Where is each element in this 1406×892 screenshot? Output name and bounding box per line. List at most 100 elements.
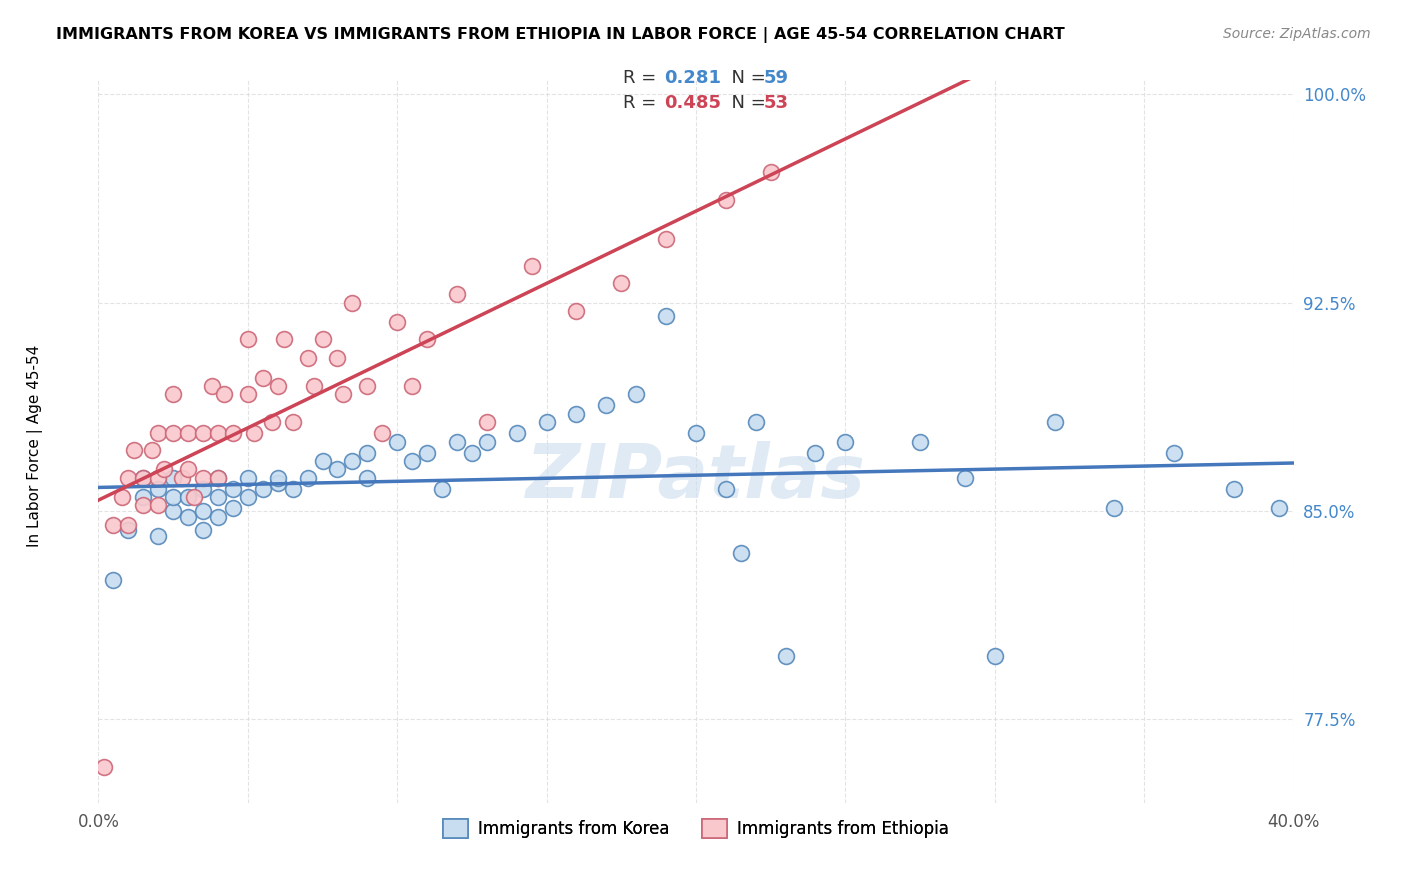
Point xyxy=(177,426,200,441)
Point xyxy=(153,462,176,476)
Point xyxy=(356,379,378,393)
Point xyxy=(273,332,295,346)
Point xyxy=(475,434,498,449)
Point xyxy=(475,415,498,429)
Point xyxy=(222,501,245,516)
Point xyxy=(132,499,155,513)
Point xyxy=(212,387,235,401)
Point xyxy=(565,407,588,421)
Point xyxy=(222,482,245,496)
Text: R =: R = xyxy=(623,69,662,87)
Point xyxy=(148,482,170,496)
Point xyxy=(148,499,170,513)
Point xyxy=(103,517,125,532)
Point xyxy=(297,470,319,484)
Point xyxy=(311,454,333,468)
Point xyxy=(260,415,283,429)
Point xyxy=(148,529,170,543)
Point xyxy=(446,434,468,449)
Point xyxy=(172,470,194,484)
Point xyxy=(595,398,617,412)
Point xyxy=(1267,501,1289,516)
Point xyxy=(610,276,633,290)
Point xyxy=(775,648,797,663)
Point xyxy=(103,574,125,588)
Point xyxy=(177,490,200,504)
Point xyxy=(132,490,155,504)
Text: 53: 53 xyxy=(763,94,789,112)
Point xyxy=(222,426,245,441)
Point xyxy=(685,426,707,441)
Text: ZIPatlas: ZIPatlas xyxy=(526,442,866,514)
Point xyxy=(162,387,184,401)
Point xyxy=(148,470,170,484)
Point xyxy=(252,482,274,496)
Point xyxy=(655,310,678,324)
Point xyxy=(236,387,259,401)
Legend: Immigrants from Korea, Immigrants from Ethiopia: Immigrants from Korea, Immigrants from E… xyxy=(436,813,956,845)
Point xyxy=(401,379,423,393)
Point xyxy=(1043,415,1066,429)
Point xyxy=(385,315,409,329)
Text: N =: N = xyxy=(720,69,772,87)
Point xyxy=(297,351,319,366)
Point xyxy=(141,442,163,457)
Point xyxy=(984,648,1007,663)
Point xyxy=(626,387,648,401)
Point xyxy=(416,332,439,346)
Point xyxy=(385,434,409,449)
Text: In Labor Force | Age 45-54: In Labor Force | Age 45-54 xyxy=(27,345,44,547)
Point xyxy=(506,426,529,441)
Text: 0.281: 0.281 xyxy=(664,69,721,87)
Point xyxy=(267,470,290,484)
Point xyxy=(536,415,558,429)
Point xyxy=(162,490,184,504)
Point xyxy=(520,260,543,274)
Point xyxy=(191,470,214,484)
Point xyxy=(191,426,214,441)
Point xyxy=(243,426,266,441)
Point xyxy=(953,470,976,484)
Point xyxy=(342,295,364,310)
Point xyxy=(177,462,200,476)
Point xyxy=(1104,501,1126,516)
Point xyxy=(714,193,737,207)
Point xyxy=(117,470,139,484)
Point xyxy=(117,524,139,538)
Point xyxy=(162,426,184,441)
Point xyxy=(191,504,214,518)
Point xyxy=(565,304,588,318)
Point xyxy=(207,470,229,484)
Point xyxy=(267,379,290,393)
Point xyxy=(148,426,170,441)
Point xyxy=(281,482,304,496)
Point xyxy=(446,287,468,301)
Point xyxy=(461,445,484,459)
Point xyxy=(124,442,146,457)
Point xyxy=(326,351,349,366)
Point xyxy=(401,454,423,468)
Point xyxy=(117,517,139,532)
Point xyxy=(132,470,155,484)
Text: 59: 59 xyxy=(763,69,789,87)
Point xyxy=(207,490,229,504)
Text: IMMIGRANTS FROM KOREA VS IMMIGRANTS FROM ETHIOPIA IN LABOR FORCE | AGE 45-54 COR: IMMIGRANTS FROM KOREA VS IMMIGRANTS FROM… xyxy=(56,27,1064,43)
Point xyxy=(207,509,229,524)
Point xyxy=(236,332,259,346)
Point xyxy=(356,470,378,484)
Point xyxy=(162,504,184,518)
Point xyxy=(236,490,259,504)
Point xyxy=(356,445,378,459)
Point xyxy=(371,426,394,441)
Point xyxy=(326,462,349,476)
Point xyxy=(332,387,354,401)
Point xyxy=(655,232,678,246)
Point xyxy=(191,482,214,496)
Point xyxy=(311,332,333,346)
Point xyxy=(342,454,364,468)
Point xyxy=(281,415,304,429)
Point xyxy=(162,470,184,484)
Point xyxy=(201,379,224,393)
Point xyxy=(416,445,439,459)
Point xyxy=(804,445,827,459)
